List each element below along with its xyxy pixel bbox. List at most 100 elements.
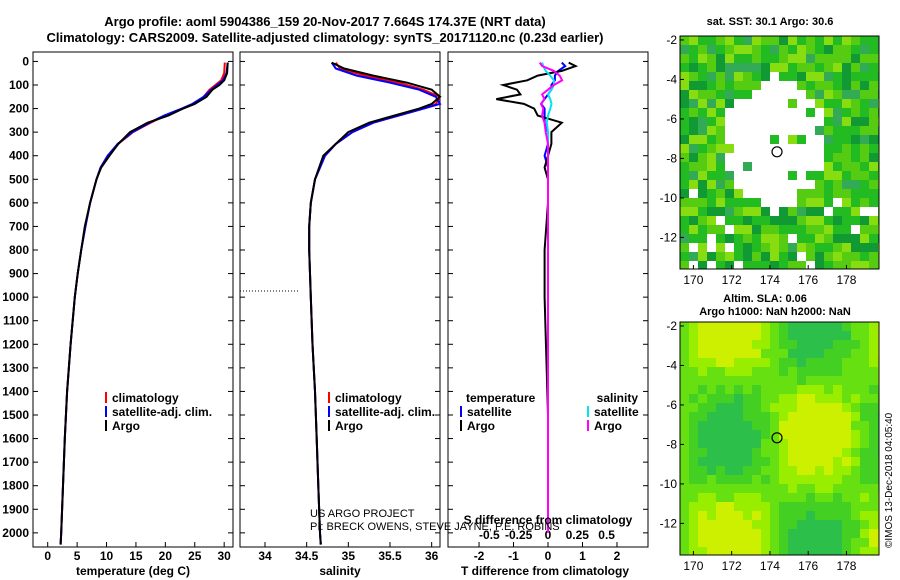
map-xtick-label: 174 (760, 273, 780, 287)
map-cell (725, 99, 734, 108)
map-cell (707, 72, 716, 81)
map-cell (788, 376, 797, 385)
map-cell (680, 63, 689, 72)
map-cell (707, 529, 716, 538)
map-cell (797, 171, 806, 180)
map-cell (824, 171, 833, 180)
map-cell (734, 502, 743, 511)
map-cell (815, 439, 824, 448)
map-cell (833, 45, 842, 54)
map-cell (680, 144, 689, 153)
map-cell (743, 162, 752, 171)
map-cell (689, 475, 698, 484)
map-cell (743, 529, 752, 538)
map-cell (788, 349, 797, 358)
temperature-xlabel: temperature (deg C) (76, 564, 190, 578)
map-cell (743, 430, 752, 439)
map-cell (779, 225, 788, 234)
map-cell (797, 448, 806, 457)
map-cell (842, 36, 851, 45)
map-cell (815, 331, 824, 340)
map-cell (842, 385, 851, 394)
map-cell (707, 412, 716, 421)
map-cell (806, 412, 815, 421)
map-cell (842, 349, 851, 358)
temperature-xtick-label: 5 (74, 549, 81, 563)
map-cell (806, 171, 815, 180)
map-cell (734, 90, 743, 99)
map-cell (851, 421, 860, 430)
map-cell (689, 493, 698, 502)
difference-series-salinity-argo (538, 62, 564, 533)
map-cell (770, 367, 779, 376)
map-cell (788, 529, 797, 538)
map-cell (716, 475, 725, 484)
map-cell (824, 412, 833, 421)
map-cell (725, 376, 734, 385)
map-cell (869, 207, 878, 216)
map-cell (680, 340, 689, 349)
map-cell (680, 394, 689, 403)
map-cell (851, 502, 860, 511)
map-cell (869, 349, 878, 358)
map-cell (716, 162, 725, 171)
map-cell (743, 144, 752, 153)
map-cell (851, 225, 860, 234)
map-cell (725, 108, 734, 117)
map-cell (788, 225, 797, 234)
map-cell (797, 484, 806, 493)
map-cell (707, 117, 716, 126)
map-cell (761, 430, 770, 439)
map-cell (716, 331, 725, 340)
map-cell (734, 367, 743, 376)
map-cell (869, 529, 878, 538)
depth-tick-label: 1800 (2, 479, 29, 493)
map-cell (815, 448, 824, 457)
map-cell (797, 72, 806, 81)
difference-xtick-label: 0 (545, 549, 552, 563)
map-cell (752, 349, 761, 358)
map-cell (716, 340, 725, 349)
map-cell (734, 511, 743, 520)
map-cell (797, 331, 806, 340)
map-cell (752, 376, 761, 385)
map-cell (851, 36, 860, 45)
depth-tick-label: 800 (9, 243, 29, 257)
map-cell (698, 207, 707, 216)
map-cell (680, 547, 689, 555)
profile-axes: 0100200300400500600700800900100011001200… (2, 54, 648, 563)
map-cell (743, 99, 752, 108)
map-cell (761, 547, 770, 555)
map-cell (752, 90, 761, 99)
map-cell (752, 538, 761, 547)
map-cell (851, 108, 860, 117)
map-cell (833, 225, 842, 234)
map-cell (734, 439, 743, 448)
map-cell (833, 153, 842, 162)
map-cell (833, 243, 842, 252)
map-cell (806, 36, 815, 45)
map-cell (797, 322, 806, 331)
map-cell (770, 511, 779, 520)
map-cell (806, 484, 815, 493)
map-cell (743, 216, 752, 225)
map-cell (815, 457, 824, 466)
map-cell (707, 63, 716, 72)
map-cell (689, 117, 698, 126)
map-cell (716, 225, 725, 234)
map-cell (824, 198, 833, 207)
temperature-xtick-label: 30 (217, 549, 231, 563)
map-cell (797, 198, 806, 207)
map-cell (770, 117, 779, 126)
map-cell (716, 358, 725, 367)
map-cell (680, 502, 689, 511)
map-cell (770, 135, 779, 144)
map-cell (788, 243, 797, 252)
map-cell (761, 243, 770, 252)
map-cell (770, 252, 779, 261)
map-cell (761, 466, 770, 475)
map-cell (860, 448, 869, 457)
map-cell (806, 90, 815, 99)
map-cell (761, 412, 770, 421)
